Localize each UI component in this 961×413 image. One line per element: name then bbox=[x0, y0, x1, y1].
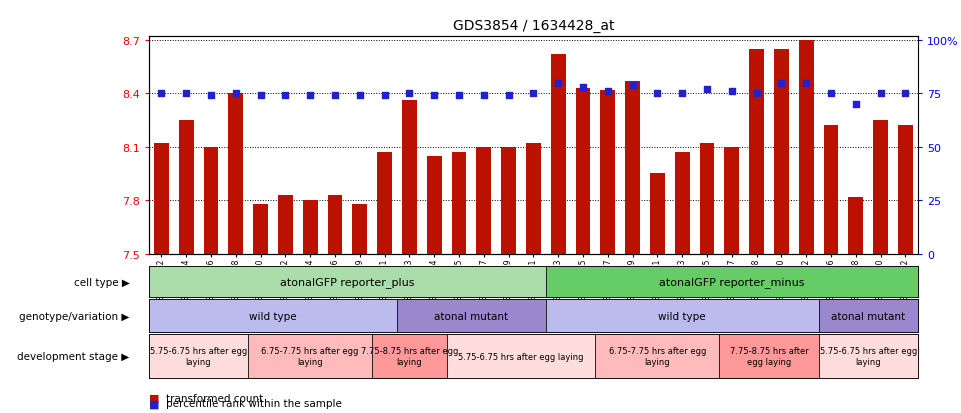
Title: GDS3854 / 1634428_at: GDS3854 / 1634428_at bbox=[453, 19, 614, 33]
Point bbox=[526, 91, 541, 97]
Point bbox=[724, 89, 739, 95]
Text: atonalGFP reporter_plus: atonalGFP reporter_plus bbox=[280, 276, 414, 287]
Bar bbox=[253, 204, 268, 254]
Bar bbox=[774, 50, 789, 254]
Text: percentile rank within the sample: percentile rank within the sample bbox=[166, 399, 342, 408]
Text: ■: ■ bbox=[149, 399, 160, 408]
Bar bbox=[452, 153, 466, 254]
Bar bbox=[397, 299, 546, 332]
Point bbox=[625, 82, 640, 89]
Point bbox=[675, 91, 690, 97]
Text: 5.75-6.75 hrs after egg laying: 5.75-6.75 hrs after egg laying bbox=[458, 352, 583, 361]
Bar bbox=[447, 335, 596, 378]
Bar bbox=[328, 195, 342, 254]
Bar bbox=[353, 204, 367, 254]
Bar bbox=[149, 266, 546, 297]
Bar bbox=[874, 121, 888, 254]
Bar bbox=[149, 299, 397, 332]
Text: development stage ▶: development stage ▶ bbox=[17, 351, 130, 361]
Point bbox=[774, 80, 789, 87]
Bar bbox=[303, 201, 317, 254]
Point bbox=[551, 80, 566, 87]
Point bbox=[600, 89, 615, 95]
Text: cell type ▶: cell type ▶ bbox=[74, 277, 130, 287]
Point bbox=[427, 93, 442, 100]
Bar bbox=[898, 126, 913, 254]
Point bbox=[154, 91, 169, 97]
Text: 5.75-6.75 hrs after egg
laying: 5.75-6.75 hrs after egg laying bbox=[820, 347, 917, 366]
Point bbox=[228, 91, 243, 97]
Point bbox=[179, 91, 194, 97]
Point bbox=[204, 93, 219, 100]
Point bbox=[576, 84, 591, 91]
Bar bbox=[278, 195, 293, 254]
Text: wild type: wild type bbox=[658, 311, 706, 321]
Point bbox=[650, 91, 665, 97]
Bar bbox=[204, 147, 218, 254]
Point bbox=[873, 91, 888, 97]
Text: atonal mutant: atonal mutant bbox=[434, 311, 508, 321]
Bar bbox=[675, 153, 690, 254]
Bar bbox=[372, 335, 447, 378]
Bar bbox=[551, 55, 566, 254]
Point bbox=[303, 93, 318, 100]
Point bbox=[278, 93, 293, 100]
Bar bbox=[576, 89, 590, 254]
Bar bbox=[154, 144, 169, 254]
Point bbox=[402, 91, 417, 97]
Bar bbox=[596, 335, 720, 378]
Text: 7.75-8.75 hrs after
egg laying: 7.75-8.75 hrs after egg laying bbox=[729, 347, 808, 366]
Bar bbox=[402, 101, 417, 254]
Bar bbox=[819, 335, 918, 378]
Point bbox=[452, 93, 467, 100]
Text: atonal mutant: atonal mutant bbox=[831, 311, 905, 321]
Bar bbox=[546, 266, 918, 297]
Point bbox=[799, 80, 814, 87]
Point bbox=[377, 93, 392, 100]
Bar bbox=[601, 90, 615, 254]
Text: transformed count: transformed count bbox=[166, 393, 263, 403]
Bar bbox=[229, 94, 243, 254]
Point bbox=[898, 91, 913, 97]
Text: genotype/variation ▶: genotype/variation ▶ bbox=[19, 311, 130, 321]
Bar bbox=[720, 335, 819, 378]
Bar bbox=[725, 147, 739, 254]
Text: 7.75-8.75 hrs after egg
laying: 7.75-8.75 hrs after egg laying bbox=[360, 347, 458, 366]
Text: 6.75-7.75 hrs after egg
laying: 6.75-7.75 hrs after egg laying bbox=[608, 347, 706, 366]
Point bbox=[476, 93, 491, 100]
Bar bbox=[149, 335, 248, 378]
Point bbox=[749, 91, 764, 97]
Bar bbox=[799, 41, 814, 254]
Bar bbox=[700, 144, 714, 254]
Point bbox=[700, 86, 715, 93]
Text: atonalGFP reporter_minus: atonalGFP reporter_minus bbox=[659, 276, 804, 287]
Bar bbox=[819, 299, 918, 332]
Bar bbox=[625, 82, 640, 254]
Point bbox=[501, 93, 516, 100]
Bar bbox=[849, 197, 863, 254]
Text: 5.75-6.75 hrs after egg
laying: 5.75-6.75 hrs after egg laying bbox=[150, 347, 247, 366]
Point bbox=[328, 93, 343, 100]
Bar bbox=[248, 335, 372, 378]
Bar bbox=[650, 174, 665, 254]
Point bbox=[352, 93, 367, 100]
Bar bbox=[546, 299, 819, 332]
Bar bbox=[824, 126, 838, 254]
Bar bbox=[526, 144, 541, 254]
Text: wild type: wild type bbox=[249, 311, 297, 321]
Text: 6.75-7.75 hrs after egg
laying: 6.75-7.75 hrs after egg laying bbox=[261, 347, 358, 366]
Bar bbox=[501, 147, 516, 254]
Point bbox=[253, 93, 268, 100]
Bar bbox=[377, 153, 392, 254]
Bar bbox=[427, 156, 442, 254]
Bar bbox=[750, 50, 764, 254]
Text: ■: ■ bbox=[149, 393, 160, 403]
Point bbox=[848, 102, 863, 108]
Bar bbox=[179, 121, 193, 254]
Bar bbox=[477, 147, 491, 254]
Point bbox=[824, 91, 839, 97]
